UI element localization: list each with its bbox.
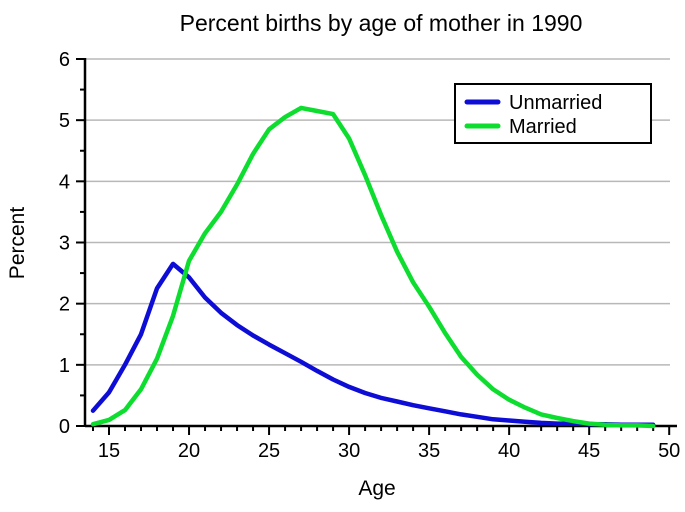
x-tick-label: 20 xyxy=(178,440,200,462)
y-tick-label: 6 xyxy=(59,49,70,71)
y-tick-label: 1 xyxy=(59,355,70,377)
series-line-married xyxy=(90,105,656,429)
x-tick-label: 45 xyxy=(578,440,600,462)
x-axis-label: Age xyxy=(358,477,395,500)
legend-label-married: Married xyxy=(509,116,577,138)
legend: Unmarried Married xyxy=(454,83,652,144)
y-tick-label: 4 xyxy=(59,171,70,193)
x-tick-label: 30 xyxy=(338,440,360,462)
x-tick-label: 15 xyxy=(98,440,120,462)
y-tick-label: 3 xyxy=(59,233,70,255)
chart-title: Percent births by age of mother in 1990 xyxy=(180,10,583,36)
series-lines xyxy=(90,105,656,429)
y-tick-label: 5 xyxy=(59,110,70,132)
x-tick-label: 35 xyxy=(418,440,440,462)
x-tick-label: 50 xyxy=(658,440,680,462)
x-tick-label: 40 xyxy=(498,440,520,462)
legend-label-unmarried: Unmarried xyxy=(509,92,602,114)
y-tick-label: 2 xyxy=(59,294,70,316)
series-line-unmarried xyxy=(90,261,656,428)
x-tick-label: 25 xyxy=(258,440,280,462)
legend-box xyxy=(454,83,652,144)
y-axis-label: Percent xyxy=(6,207,29,280)
gridlines xyxy=(85,58,670,366)
y-tick-label: 0 xyxy=(59,416,70,438)
